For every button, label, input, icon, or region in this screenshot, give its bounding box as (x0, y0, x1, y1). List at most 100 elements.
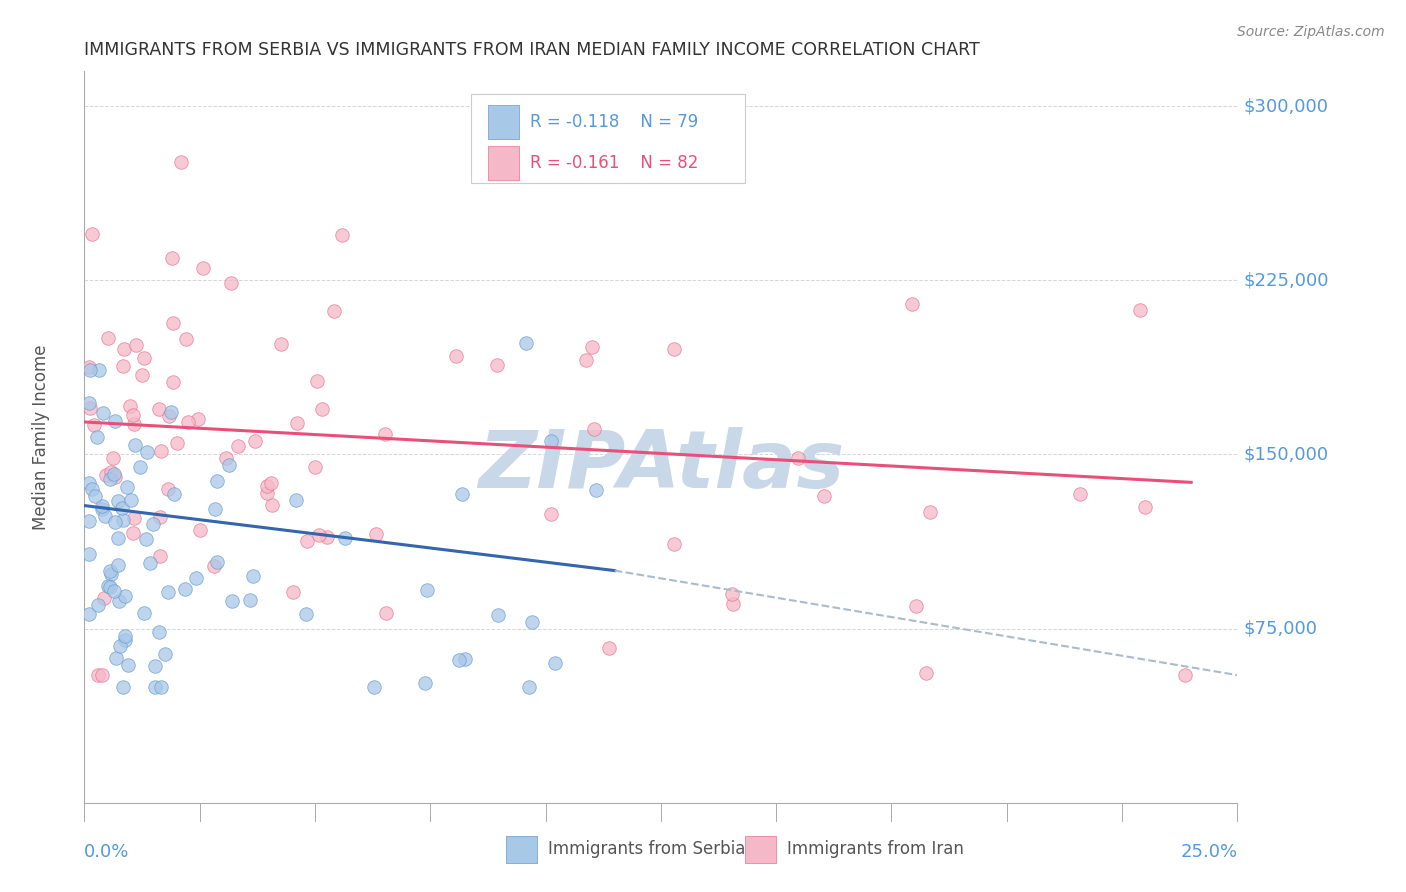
Point (204, 502, 226, 516)
Point (103, 467, 125, 482)
Point (239, 592, 262, 607)
Point (281, 585, 304, 599)
Point (111, 501, 134, 516)
Point (132, 606, 155, 620)
Point (364, 526, 387, 541)
Point (142, 516, 165, 531)
Point (332, 227, 354, 242)
Point (86, 430, 108, 444)
Point (585, 483, 607, 497)
Point (363, 680, 385, 694)
Point (416, 583, 439, 598)
Point (77, 360, 100, 375)
Point (148, 510, 170, 524)
Point (104, 469, 127, 483)
Point (129, 460, 152, 475)
Point (904, 599, 927, 614)
Point (218, 458, 240, 472)
Point (374, 426, 396, 441)
Point (115, 480, 138, 494)
Point (148, 401, 170, 416)
Point (205, 474, 228, 488)
Point (1129, 303, 1152, 318)
Text: $75,000: $75,000 (1243, 620, 1317, 638)
Point (122, 417, 145, 431)
Point (322, 303, 344, 318)
Point (184, 571, 207, 585)
Point (515, 336, 537, 351)
Point (93, 591, 115, 605)
Point (150, 680, 173, 694)
Point (114, 590, 136, 604)
Point (105, 651, 128, 665)
Point (260, 476, 283, 491)
Point (260, 498, 283, 512)
Point (177, 415, 200, 429)
Point (918, 505, 941, 519)
Point (122, 510, 145, 524)
Point (488, 607, 510, 622)
Point (86, 598, 108, 612)
Point (103, 584, 125, 599)
Point (188, 523, 211, 537)
Point (1133, 500, 1156, 514)
Point (285, 416, 308, 430)
Point (97, 579, 120, 593)
Point (100, 465, 122, 479)
Point (575, 352, 598, 367)
Point (84, 489, 107, 503)
Point (520, 615, 543, 629)
Point (454, 652, 477, 666)
Point (662, 537, 685, 551)
Point (112, 342, 135, 356)
Point (79, 401, 101, 415)
Point (107, 531, 129, 545)
Point (256, 479, 278, 493)
Point (721, 587, 744, 601)
Point (101, 451, 124, 466)
Point (162, 375, 184, 389)
Point (83, 417, 105, 432)
Point (111, 680, 134, 694)
Point (202, 559, 225, 574)
Point (270, 336, 292, 351)
Point (96, 468, 118, 483)
Point (114, 629, 136, 643)
Point (117, 657, 139, 672)
Point (413, 676, 436, 690)
Point (77, 475, 100, 490)
Point (451, 487, 474, 501)
Point (540, 434, 562, 449)
Point (157, 483, 180, 497)
Point (135, 532, 157, 546)
Point (160, 252, 183, 266)
Point (242, 568, 264, 582)
Point (447, 653, 470, 667)
Text: $300,000: $300,000 (1243, 97, 1329, 115)
Point (219, 277, 242, 291)
Text: Immigrants from Iran: Immigrants from Iran (787, 840, 965, 858)
Text: Median Family Income: Median Family Income (31, 344, 49, 530)
Point (307, 374, 329, 388)
Point (98, 581, 121, 595)
Point (111, 359, 134, 373)
Point (145, 680, 167, 694)
Point (79, 363, 101, 377)
Text: R = -0.118    N = 79: R = -0.118 N = 79 (530, 113, 699, 131)
Point (82, 227, 104, 242)
Point (544, 656, 567, 670)
Point (166, 436, 188, 450)
Point (91, 406, 114, 420)
Point (207, 555, 229, 569)
Point (174, 582, 197, 597)
Point (221, 594, 243, 608)
Point (90, 501, 112, 516)
Point (148, 625, 170, 640)
Point (114, 632, 136, 647)
Point (311, 402, 333, 417)
Point (308, 528, 330, 542)
Point (243, 434, 266, 448)
Point (100, 566, 122, 581)
Point (295, 607, 318, 622)
Point (139, 557, 162, 571)
